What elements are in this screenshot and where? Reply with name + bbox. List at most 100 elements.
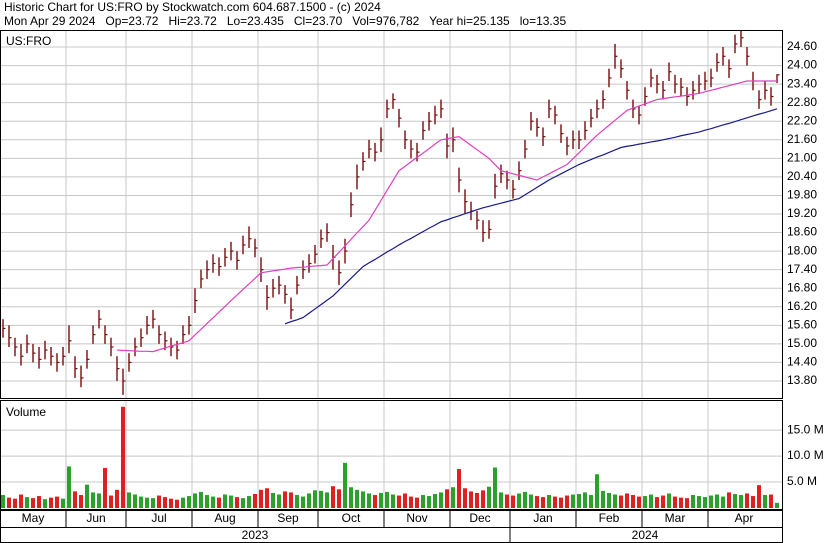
volume-bar: [241, 498, 245, 508]
y-tick-label: 16.20: [787, 299, 817, 313]
volume-bar: [109, 495, 113, 508]
volume-bar: [643, 496, 647, 508]
symbol-label: US:FRO: [6, 34, 51, 48]
volume-bar: [463, 488, 467, 508]
volume-bar: [685, 498, 689, 508]
volume-bar: [511, 495, 515, 508]
grid: [1, 31, 782, 543]
volume-bar: [181, 497, 185, 508]
y-tick-label: 23.40: [787, 76, 817, 90]
year-label: 2023: [242, 528, 269, 542]
volume-bar: [637, 496, 641, 508]
volume-bar: [43, 499, 47, 508]
volume-bar: [613, 494, 617, 508]
volume-bar: [133, 494, 137, 508]
header-line: Mon Apr 29 2024 Op=23.72 Hi=23.72 Lo=23.…: [4, 14, 566, 28]
volume-bar: [229, 495, 233, 508]
month-label: Nov: [406, 511, 427, 525]
volume-bar: [349, 487, 353, 508]
volume-bar: [403, 493, 407, 508]
volume-bar: [649, 494, 653, 508]
volume-bar: [271, 492, 275, 508]
volume-label: Volume: [6, 405, 46, 419]
month-label: Mar: [665, 511, 686, 525]
volume-bar: [595, 474, 599, 508]
month-label: Aug: [214, 511, 235, 525]
volume-bar: [397, 495, 401, 508]
y-tick-label: 19.80: [787, 188, 817, 202]
moving-average: [284, 108, 778, 325]
volume-bar: [121, 406, 125, 508]
volume-bar: [325, 492, 329, 508]
volume-bar: [235, 497, 239, 508]
y-tick-label: 18.60: [787, 225, 817, 239]
volume-bar: [13, 498, 17, 508]
volume-bar: [679, 497, 683, 508]
volume-bar: [379, 492, 383, 508]
month-label: Dec: [469, 511, 490, 525]
volume-bar: [601, 490, 605, 508]
volume-bar: [373, 495, 377, 508]
y-tick-label: 15.0 M: [787, 422, 824, 436]
volume-bar: [175, 499, 179, 508]
volume-bar: [91, 492, 95, 508]
month-label: Jul: [151, 511, 166, 525]
volume-bar: [421, 495, 425, 508]
volume-bar: [445, 489, 449, 508]
volume-bar: [571, 494, 575, 508]
y-tick-label: 24.60: [787, 39, 817, 53]
volume-bar: [67, 466, 71, 508]
volume-bar: [289, 492, 293, 508]
month-label: Oct: [342, 511, 361, 525]
volume-bar: [25, 497, 29, 508]
volume-bar: [7, 497, 11, 508]
volume-bar: [475, 492, 479, 508]
volume-bar: [487, 486, 491, 508]
volume-bar: [559, 497, 563, 508]
volume-bar: [661, 495, 665, 508]
y-tick-label: 13.80: [787, 373, 817, 387]
volume-bar: [157, 495, 161, 508]
volume-bar: [205, 495, 209, 508]
volume-bar: [709, 495, 713, 508]
y-tick-label: 21.60: [787, 132, 817, 146]
month-label: Jan: [533, 511, 552, 525]
volume-bar: [277, 494, 281, 508]
volume-bar: [691, 495, 695, 508]
volume-bar: [331, 486, 335, 508]
volume-bar: [193, 493, 197, 508]
volume-bar: [553, 496, 557, 508]
volume-bar: [589, 495, 593, 508]
volume-bar: [211, 496, 215, 508]
volume-bar: [409, 496, 413, 508]
volume-bar: [169, 498, 173, 508]
y-tick-label: 21.00: [787, 151, 817, 165]
y-tick-label: 24.00: [787, 58, 817, 72]
volume-bar: [739, 495, 743, 508]
volume-bar: [775, 502, 779, 508]
volume-bar: [97, 493, 101, 508]
volume-bar: [517, 493, 521, 508]
volume-bar: [217, 497, 221, 508]
month-label: Sep: [277, 511, 299, 525]
volume-bar: [223, 494, 227, 508]
volume-bar: [151, 498, 155, 508]
volume-bar: [127, 492, 131, 508]
volume-bar: [253, 493, 257, 508]
volume-bar: [139, 496, 143, 508]
month-label: Jun: [86, 511, 105, 525]
volume-bar: [703, 497, 707, 508]
volume-bar: [73, 491, 77, 508]
volume-bar: [433, 493, 437, 508]
volume-bar: [199, 491, 203, 508]
volume-bar: [265, 488, 269, 508]
volume-bar: [343, 462, 347, 508]
volume-bar: [427, 496, 431, 508]
volume-bar: [283, 491, 287, 508]
volume-bar: [763, 495, 767, 508]
volume-bar: [727, 492, 731, 508]
volume-bar: [187, 496, 191, 508]
volume-bar: [721, 496, 725, 508]
volume-bar: [619, 495, 623, 508]
